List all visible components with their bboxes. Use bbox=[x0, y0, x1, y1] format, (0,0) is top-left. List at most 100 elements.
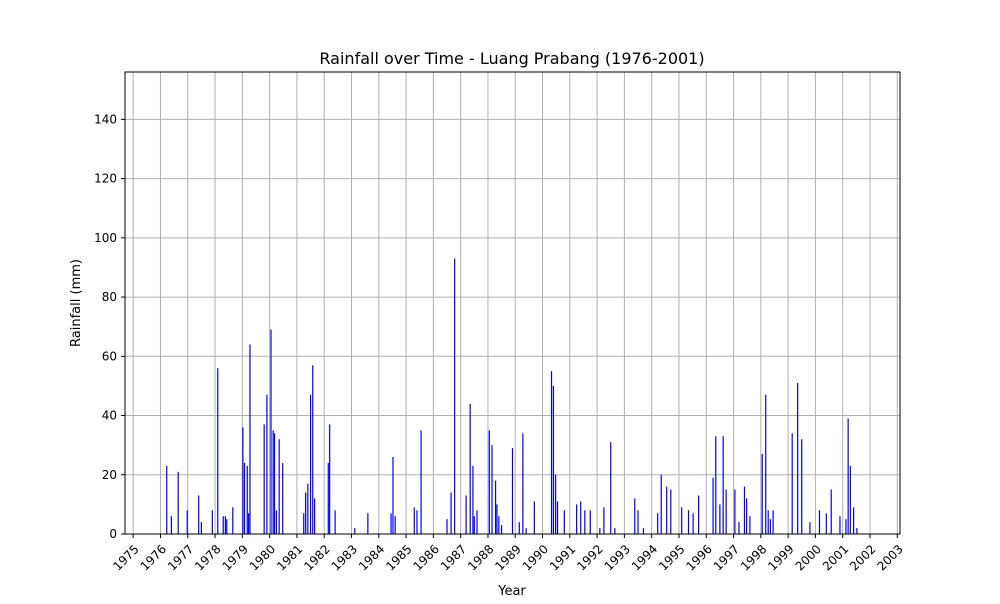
rainfall-bar bbox=[772, 510, 774, 534]
rainfall-bar bbox=[498, 516, 500, 534]
y-tick-label: 40 bbox=[102, 409, 117, 423]
rainfall-bar bbox=[797, 382, 799, 534]
rainfall-bar bbox=[354, 528, 356, 534]
rainfall-bar bbox=[533, 501, 535, 534]
rainfall-bar bbox=[692, 513, 694, 534]
rainfall-bar bbox=[791, 433, 793, 534]
rainfall-bar bbox=[614, 528, 616, 534]
y-axis: 0 20 40 60 80 100 120 140 bbox=[94, 112, 125, 541]
rainfall-bar bbox=[454, 258, 456, 534]
rainfall-bar bbox=[476, 510, 478, 534]
rainfall-bar bbox=[518, 522, 520, 534]
rainfall-bar bbox=[749, 516, 751, 534]
rainfall-bar bbox=[278, 439, 280, 534]
rainfall-bar bbox=[634, 498, 636, 534]
rainfall-bar bbox=[809, 522, 811, 534]
rainfall-bar bbox=[465, 495, 467, 534]
rainfall-bar bbox=[450, 492, 452, 534]
rainfall-bar bbox=[473, 516, 475, 534]
rainfall-bar bbox=[715, 436, 717, 534]
rainfall-bar bbox=[698, 495, 700, 534]
rainfall-bar bbox=[334, 510, 336, 534]
rainfall-bar bbox=[272, 430, 274, 534]
rainfall-bar bbox=[488, 430, 490, 534]
rainfall-bar bbox=[610, 442, 612, 534]
rainfall-bar bbox=[556, 501, 559, 534]
rainfall-bar bbox=[446, 519, 448, 534]
rainfall-bar bbox=[263, 424, 265, 534]
rainfall-bar bbox=[273, 433, 276, 534]
rainfall-bar bbox=[170, 516, 172, 534]
rainfall-bar bbox=[232, 507, 234, 534]
rainfall-bar bbox=[314, 498, 316, 534]
rainfall-bar bbox=[552, 385, 555, 534]
rainfall-bar bbox=[243, 462, 246, 534]
rainfall-bar bbox=[226, 519, 228, 534]
rainfall-bar bbox=[248, 513, 250, 534]
y-tick-label: 60 bbox=[102, 349, 117, 363]
rainfall-bar bbox=[555, 474, 557, 534]
rainfall-bar bbox=[511, 448, 514, 534]
y-axis-label: Rainfall (mm) bbox=[69, 259, 84, 347]
y-tick-label: 100 bbox=[94, 231, 117, 245]
y-tick-label: 0 bbox=[109, 527, 117, 541]
rainfall-bar bbox=[392, 457, 394, 534]
rainfall-bar bbox=[500, 525, 503, 534]
rainfall-bar bbox=[847, 418, 849, 534]
rainfall-bar bbox=[734, 489, 736, 534]
rainfall-bar bbox=[177, 471, 179, 534]
rainfall-bar bbox=[818, 510, 821, 534]
rainfall-bar bbox=[722, 436, 724, 534]
rainfall-bar bbox=[687, 510, 690, 534]
rainfall-bar bbox=[413, 507, 415, 534]
rainfall-bar bbox=[327, 462, 329, 534]
y-tick-label: 120 bbox=[94, 172, 117, 186]
rainfall-bar bbox=[719, 504, 721, 534]
y-tick-label: 140 bbox=[94, 112, 117, 126]
rainfall-bar bbox=[839, 516, 841, 534]
rainfall-bar bbox=[275, 510, 278, 534]
grid-lines bbox=[125, 72, 900, 535]
rainfall-bar bbox=[801, 439, 803, 534]
rainfall-bar bbox=[266, 394, 268, 534]
rainfall-bar bbox=[830, 489, 832, 534]
rainfall-bar bbox=[580, 501, 582, 534]
rainfall-bar bbox=[599, 528, 601, 534]
rainfall-bar bbox=[660, 474, 662, 534]
rainfall-bar bbox=[743, 486, 746, 534]
y-tick-label: 80 bbox=[102, 290, 117, 304]
rainfall-bar bbox=[249, 344, 251, 534]
rainfall-bar bbox=[761, 454, 763, 534]
rainfall-bar bbox=[666, 486, 668, 534]
rainfall-bar bbox=[309, 394, 312, 534]
plot-frame bbox=[124, 71, 901, 535]
bar-series bbox=[166, 258, 858, 534]
rainfall-bar bbox=[217, 368, 219, 534]
rainfall-bar bbox=[469, 403, 471, 534]
rainfall-bar bbox=[166, 465, 168, 534]
rainfall-bar bbox=[584, 510, 586, 534]
rainfall-bar bbox=[282, 462, 284, 534]
rainfall-bar bbox=[496, 504, 498, 534]
rainfall-bar bbox=[746, 498, 748, 534]
rainfall-bar bbox=[246, 465, 248, 534]
rainfall-bar bbox=[303, 513, 305, 534]
rainfall-bar bbox=[657, 513, 659, 534]
rainfall-bar bbox=[765, 394, 767, 534]
rainfall-bar bbox=[224, 516, 227, 534]
rainfall-bar bbox=[329, 424, 331, 534]
chart-title: Rainfall over Time - Luang Prabang (1976… bbox=[319, 49, 704, 68]
rainfall-bar bbox=[312, 365, 314, 534]
rainfall-bar bbox=[550, 371, 553, 534]
rainfall-bar bbox=[522, 433, 524, 534]
rainfall-bar bbox=[637, 510, 639, 534]
rainfall-bar bbox=[186, 510, 188, 534]
rainfall-bar bbox=[576, 504, 578, 534]
rainfall-bar bbox=[211, 510, 213, 534]
rainfall-bar bbox=[420, 430, 422, 534]
rainfall-bar bbox=[367, 513, 369, 534]
rainfall-bar bbox=[849, 465, 851, 534]
rainfall-bar bbox=[305, 492, 307, 534]
